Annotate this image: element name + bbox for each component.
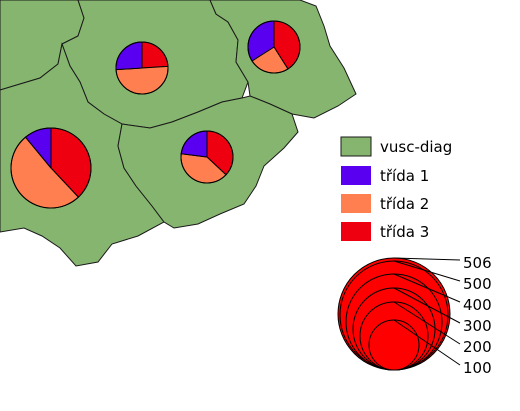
size-label-300: 300 [463,317,492,335]
size-leader-100 [393,319,461,366]
legend-label-class3: třída 3 [380,223,429,241]
size-legend: 506 500 400 300 200 100 [337,254,492,377]
size-leader-500 [393,260,461,282]
legend-swatch-class2 [341,194,371,213]
size-label-400: 400 [463,296,492,314]
size-leader-506 [393,257,461,261]
legend-label-class1: třída 1 [380,167,429,185]
diagram-outline [247,20,301,74]
size-label-100: 100 [463,359,492,377]
diagram-outline [10,127,92,209]
size-leader-300 [393,287,461,324]
diagram-south-east [180,130,234,184]
legend-label-layer: vusc-diag [380,138,452,156]
size-leader-400 [393,273,461,303]
legend: vusc-diag třída 1 třída 2 třída 3 [340,136,452,241]
size-label-200: 200 [463,338,492,356]
legend-swatch-layer [340,136,372,157]
diagram-north-east [247,20,301,74]
diagram-north-center [115,41,169,95]
legend-swatch-class3 [341,222,371,241]
size-label-506: 506 [463,254,492,272]
legend-label-class2: třída 2 [380,195,429,213]
legend-swatch-class1 [341,166,371,185]
diagram-large-west [10,127,92,209]
size-label-500: 500 [463,275,492,293]
diagram-outline [180,130,234,184]
size-leader-200 [393,301,461,345]
size-circle-100 [368,319,420,371]
diagram-outline [115,41,169,95]
